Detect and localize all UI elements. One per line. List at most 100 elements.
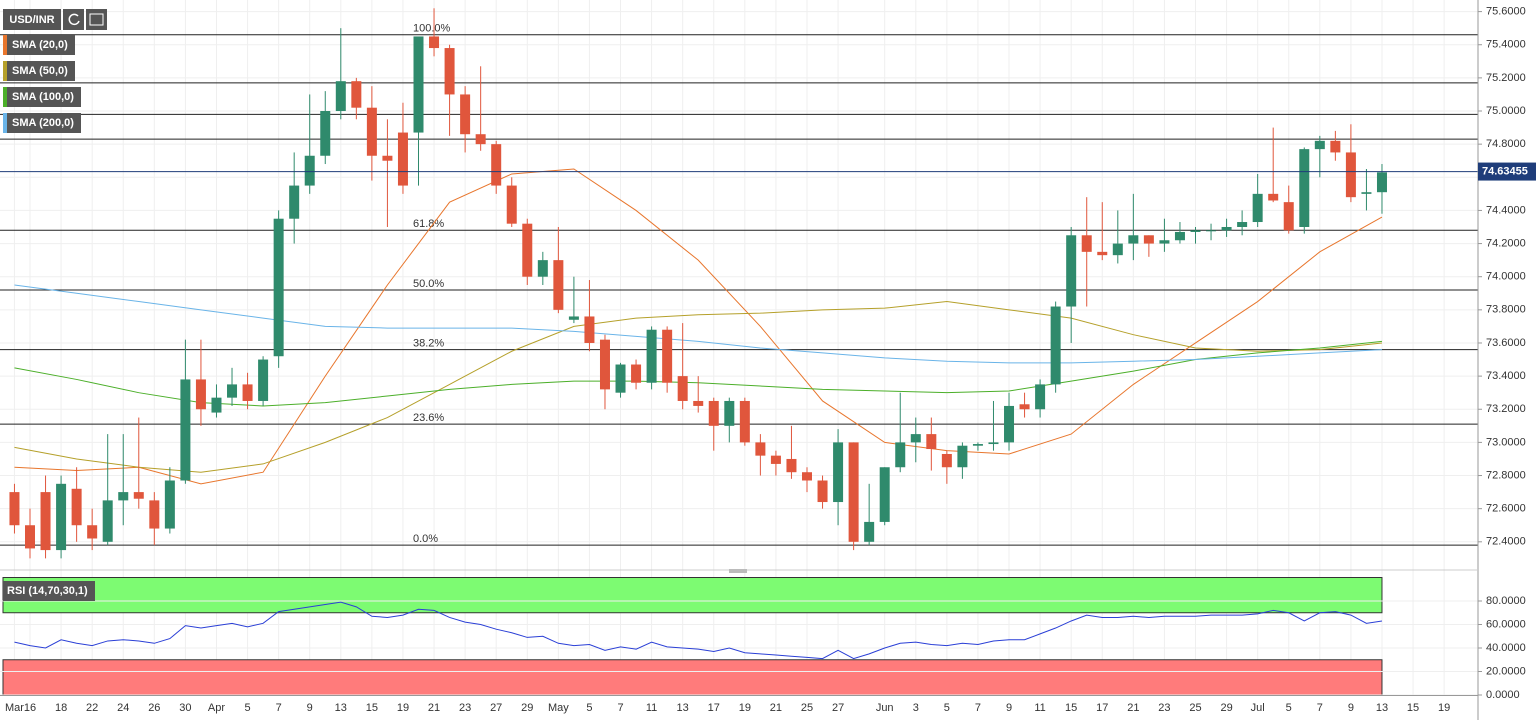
x-tick-label: 30	[179, 702, 191, 714]
legend-swatch	[3, 87, 7, 107]
candle-body	[972, 444, 983, 446]
candle-body	[1112, 243, 1123, 256]
candle-body	[429, 36, 440, 49]
x-tick-label: 23	[459, 702, 471, 714]
x-tick-label: 22	[86, 702, 98, 714]
candle-body	[1190, 230, 1201, 232]
candle-body	[397, 132, 408, 186]
candle-body	[382, 155, 393, 161]
candle-body	[1019, 404, 1030, 410]
candle-body	[615, 364, 626, 393]
x-tick-label: 13	[677, 702, 689, 714]
x-tick-label: 9	[1006, 702, 1012, 714]
rsi-band	[2, 577, 1383, 614]
y-tick-label: 74.0000	[1486, 271, 1526, 283]
y-tick-label: 40.0000	[1486, 642, 1526, 654]
legend-label: SMA (20,0)	[12, 39, 68, 51]
candle-body	[724, 400, 735, 426]
x-tick-label: 17	[1096, 702, 1108, 714]
candle-body	[1097, 251, 1108, 256]
x-tick-label: 27	[490, 702, 502, 714]
x-tick-label: 7	[276, 702, 282, 714]
candle-body	[133, 492, 144, 499]
x-tick-label: 19	[739, 702, 751, 714]
x-tick-label: 23	[1158, 702, 1170, 714]
candle-body	[537, 260, 548, 277]
candle-body	[180, 379, 191, 481]
calendar-button[interactable]	[86, 9, 107, 30]
candle-body	[848, 442, 859, 542]
y-tick-label: 75.0000	[1486, 105, 1526, 117]
x-tick-label: 15	[1407, 702, 1419, 714]
y-tick-label: 73.6000	[1486, 337, 1526, 349]
candle-body	[304, 155, 315, 186]
x-tick-label: 3	[913, 702, 919, 714]
candle-body	[1221, 226, 1232, 231]
y-tick-label: 74.2000	[1486, 237, 1526, 249]
candle-body	[71, 488, 82, 526]
legend-label: SMA (200,0)	[12, 117, 74, 129]
candle-body	[693, 400, 704, 406]
y-tick-label: 80.0000	[1486, 595, 1526, 607]
candle-body	[770, 455, 781, 464]
candle-body	[273, 218, 284, 357]
x-tick-label: 24	[117, 702, 129, 714]
fib-label: 38.2%	[413, 338, 444, 350]
candle-body	[118, 492, 129, 501]
candle-body	[1206, 230, 1217, 232]
candle-body	[1299, 149, 1310, 227]
candle-body	[413, 36, 424, 133]
y-tick-label: 72.6000	[1486, 503, 1526, 515]
candle-body	[1376, 172, 1387, 193]
candle-body	[1252, 193, 1263, 223]
candle-body	[1314, 140, 1325, 150]
fib-label: 50.0%	[413, 278, 444, 290]
legend-label: SMA (50,0)	[12, 65, 68, 77]
x-tick-label: 5	[944, 702, 950, 714]
candle-body	[817, 480, 828, 503]
legend-box	[3, 61, 75, 81]
candle-body	[366, 107, 377, 156]
candle-body	[1066, 235, 1077, 307]
candle-body	[957, 445, 968, 468]
y-tick-label: 73.0000	[1486, 436, 1526, 448]
x-tick-label: 7	[617, 702, 623, 714]
candle-body	[1035, 384, 1046, 410]
candle-body	[553, 260, 564, 310]
candle-body	[1004, 405, 1015, 443]
y-tick-label: 73.2000	[1486, 403, 1526, 415]
candle-body	[522, 223, 533, 277]
candle-body	[335, 81, 346, 112]
x-tick-label: 5	[1286, 702, 1292, 714]
y-tick-label: 74.8000	[1486, 138, 1526, 150]
candle-body	[646, 329, 657, 383]
candle-body	[40, 492, 51, 551]
candle-body	[708, 400, 719, 426]
candle-body	[1345, 152, 1356, 198]
candle-body	[1174, 231, 1185, 241]
x-tick-label: 21	[428, 702, 440, 714]
candle-body	[320, 111, 331, 156]
x-tick-label: 19	[1438, 702, 1450, 714]
x-tick-label: 9	[1348, 702, 1354, 714]
candle-body	[444, 48, 455, 95]
sma-line	[14, 168, 1383, 485]
x-tick-label: Jul	[1251, 702, 1265, 714]
candle-body	[211, 397, 222, 413]
y-tick-label: 73.4000	[1486, 370, 1526, 382]
symbol-box[interactable]	[3, 9, 61, 30]
y-tick-label: 74.4000	[1486, 204, 1526, 216]
candle-body	[56, 483, 67, 551]
candle-body	[1159, 240, 1170, 244]
candle-body	[87, 525, 98, 539]
refresh-icon	[68, 13, 80, 26]
candle-body	[926, 434, 937, 450]
candle-body	[802, 472, 812, 481]
divider-handle[interactable]	[729, 569, 747, 573]
x-tick-label: Mar	[5, 702, 24, 714]
refresh-button[interactable]	[63, 9, 84, 30]
candle-body	[25, 525, 35, 549]
y-tick-label: 73.8000	[1486, 304, 1526, 316]
x-tick-label: 11	[1034, 702, 1045, 714]
